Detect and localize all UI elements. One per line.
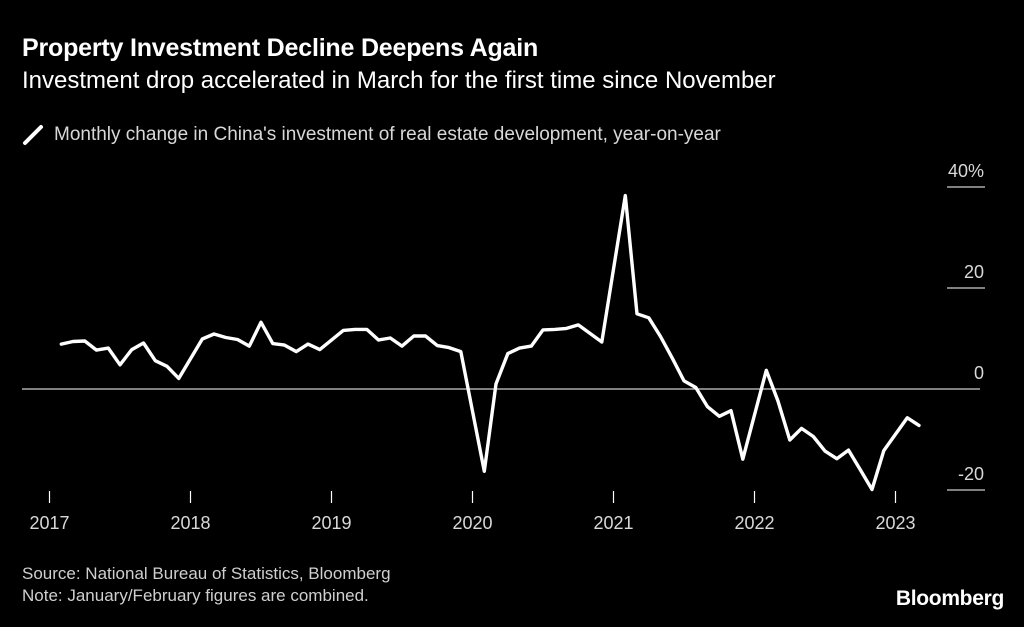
bloomberg-logo: Bloomberg	[895, 587, 1004, 610]
x-tick-label: 2019	[311, 513, 351, 533]
x-tick-label: 2023	[875, 513, 915, 533]
y-tick-label: 20	[964, 262, 984, 282]
y-tick-label: 0	[974, 363, 984, 383]
series-group	[59, 193, 921, 492]
footnote: Note: January/February figures are combi…	[22, 586, 369, 605]
y-tick-label: 40%	[948, 161, 984, 181]
x-tick-label: 2020	[452, 513, 492, 533]
x-tick-label: 2022	[734, 513, 774, 533]
x-tick-label: 2017	[29, 513, 69, 533]
legend-label: Monthly change in China's investment of …	[54, 124, 721, 145]
chart-subtitle: Investment drop accelerated in March for…	[22, 67, 776, 94]
legend: Monthly change in China's investment of …	[22, 124, 721, 146]
x-tick-label: 2018	[170, 513, 210, 533]
line-swatch-icon	[23, 125, 43, 145]
y-tick-label: -20	[958, 464, 984, 484]
chart-title: Property Investment Decline Deepens Agai…	[22, 34, 539, 62]
x-tick-label: 2021	[593, 513, 633, 533]
footer: Source: National Bureau of Statistics, B…	[22, 563, 391, 607]
y-axis: 40% 20 0 -20	[22, 161, 985, 491]
source-note: Source: National Bureau of Statistics, B…	[22, 564, 391, 583]
x-axis: 2017 2018 2019 2020 2021 2022 2023	[29, 491, 916, 533]
series-line	[59, 193, 921, 492]
